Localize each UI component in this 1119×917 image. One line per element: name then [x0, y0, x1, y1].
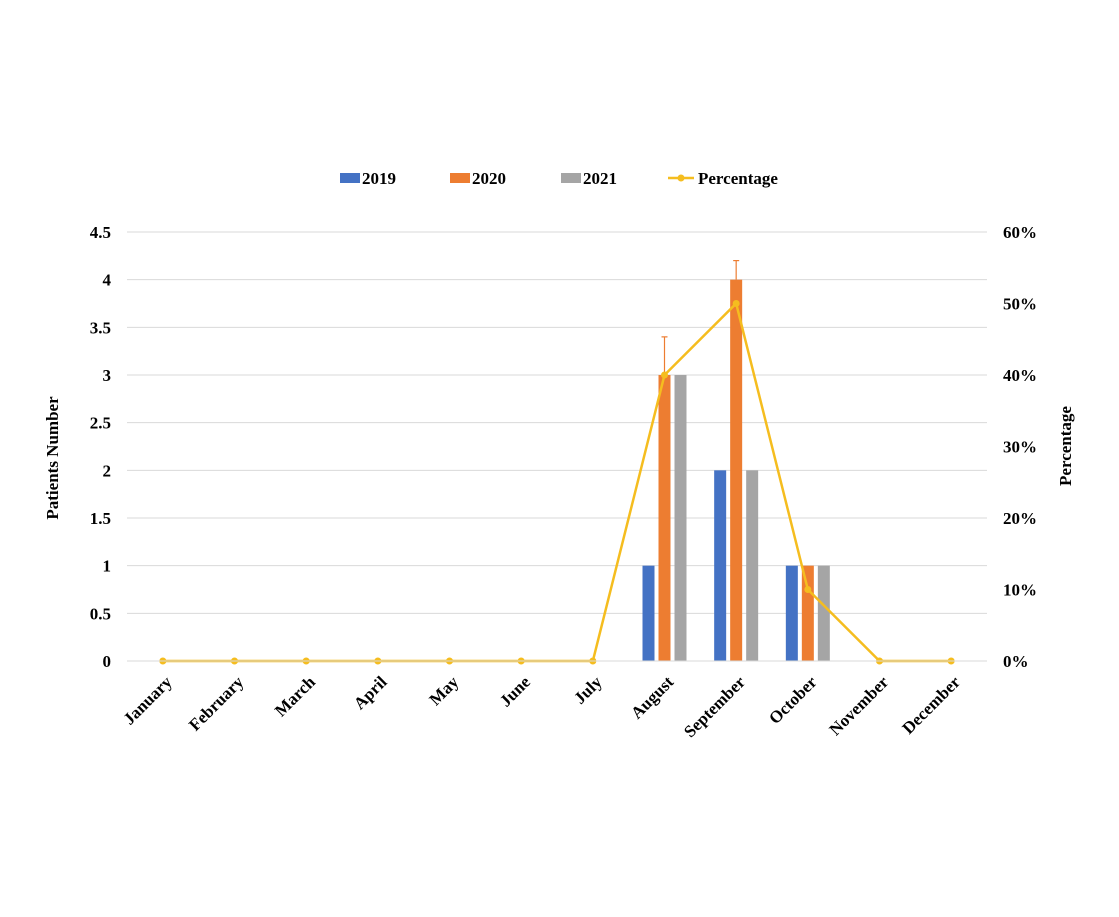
x-tick-label: April: [350, 672, 391, 713]
percentage-point: [732, 300, 740, 307]
percentage-line-path: [162, 301, 952, 663]
y-tick-label: 1: [103, 557, 112, 576]
bars: [642, 279, 830, 661]
x-tick-label: May: [426, 672, 463, 709]
y2-tick-label: 10%: [1003, 581, 1037, 600]
y-tick-label: 2: [103, 461, 112, 480]
bar-2021: [817, 565, 830, 661]
x-tick-label: January: [119, 672, 176, 729]
x-tick-label: December: [898, 672, 964, 738]
x-tick-label: February: [185, 672, 248, 735]
bar-2019: [714, 470, 727, 661]
legend: 2019 2020 2021 Percentage: [340, 169, 778, 188]
x-tick-label: June: [496, 672, 534, 710]
bar-2020: [730, 279, 743, 661]
y-tick-label: 2.5: [90, 414, 111, 433]
y-tick-label: 0.5: [90, 604, 111, 623]
y2-tick-label: 30%: [1003, 438, 1037, 457]
y-tick-label: 3: [103, 366, 112, 385]
legend-label: 2020: [472, 169, 506, 188]
bar-2021: [674, 375, 687, 661]
y-tick-label: 4.5: [90, 223, 111, 242]
x-tick-label: October: [765, 672, 821, 728]
legend-label: 2019: [362, 169, 396, 188]
y2-tick-label: 20%: [1003, 509, 1037, 528]
bar-2021: [746, 470, 759, 661]
x-tick-label: September: [680, 672, 749, 741]
y-tick-label: 0: [103, 652, 112, 671]
bar-2019: [785, 565, 798, 661]
y2-tick-label: 40%: [1003, 366, 1037, 385]
y2-axis-title: Percentage: [1056, 406, 1075, 486]
bar-2020: [801, 565, 814, 661]
x-tick-label: July: [570, 672, 606, 708]
y-tick-label: 3.5: [90, 318, 111, 337]
percentage-point: [661, 371, 668, 379]
y2-tick-label: 60%: [1003, 223, 1037, 242]
x-tick-label: August: [627, 672, 677, 722]
legend-label: Percentage: [698, 169, 778, 188]
x-tick-label: March: [271, 672, 319, 720]
error-bars: [661, 260, 740, 375]
bar-2020: [658, 375, 671, 661]
y-tick-label: 1.5: [90, 509, 111, 528]
y2-tick-label: 0%: [1003, 652, 1029, 671]
legend-swatch-2019: [340, 173, 360, 183]
y2-tick-label: 50%: [1003, 295, 1037, 314]
y-axis-title: Patients Number: [43, 396, 62, 520]
percentage-line: [159, 300, 955, 665]
bar-2019: [642, 565, 655, 661]
legend-marker: [677, 174, 685, 182]
y-tick-label: 4: [103, 271, 112, 290]
legend-swatch-2021: [561, 173, 581, 183]
percentage-point: [804, 586, 812, 593]
legend-swatch-2020: [450, 173, 470, 183]
gridlines: [127, 231, 987, 614]
legend-label: 2021: [583, 169, 617, 188]
axes: 0 0.5 1 1.5 2 2.5 3 3.5 4 4.5 0% 10% 20% 30% 40% 50% 60%…: [90, 223, 1037, 741]
x-tick-label: November: [825, 672, 892, 739]
